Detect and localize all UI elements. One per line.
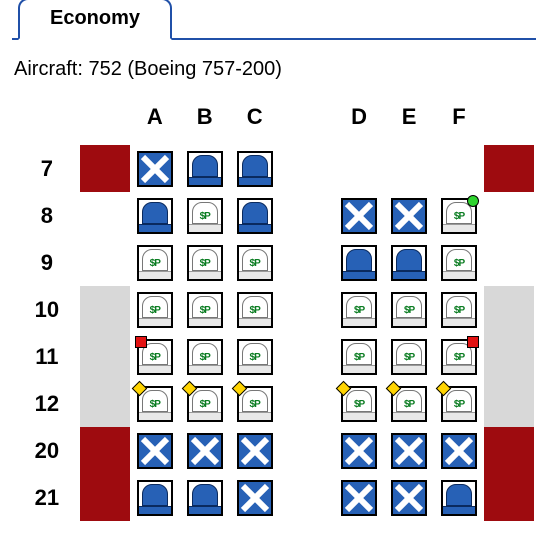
marker-green-icon bbox=[467, 195, 479, 207]
column-header: F bbox=[434, 89, 484, 145]
marker-red-icon bbox=[467, 336, 479, 348]
seat-paid[interactable]: $P bbox=[341, 386, 377, 422]
seat-paid[interactable]: $P bbox=[441, 386, 477, 422]
seat-paid[interactable]: $P bbox=[187, 198, 223, 234]
fuselage-wall bbox=[80, 192, 130, 239]
fuselage-wall bbox=[80, 474, 130, 521]
seat-available[interactable] bbox=[187, 151, 223, 187]
seat-paid[interactable]: $P bbox=[187, 245, 223, 281]
fuselage-wall bbox=[484, 474, 534, 521]
fuselage-wall bbox=[484, 145, 534, 192]
seat-occupied bbox=[341, 480, 377, 516]
row-header: 12 bbox=[14, 380, 80, 427]
aisle bbox=[280, 239, 334, 286]
seat-available[interactable] bbox=[237, 198, 273, 234]
fuselage-wall bbox=[484, 427, 534, 474]
fuselage-wall bbox=[80, 427, 130, 474]
seat-paid[interactable]: $P bbox=[441, 245, 477, 281]
seat-available[interactable] bbox=[391, 245, 427, 281]
seat-occupied bbox=[341, 433, 377, 469]
column-header: B bbox=[180, 89, 230, 145]
tab-bar: Economy bbox=[12, 0, 536, 40]
fuselage-wall bbox=[80, 380, 130, 427]
fuselage-wall bbox=[484, 333, 534, 380]
seat-paid[interactable]: $P bbox=[341, 339, 377, 375]
fuselage-wall bbox=[484, 239, 534, 286]
seat-paid[interactable]: $P bbox=[341, 292, 377, 328]
seat-occupied bbox=[137, 433, 173, 469]
seat-paid[interactable]: $P bbox=[391, 339, 427, 375]
seat-available[interactable] bbox=[441, 480, 477, 516]
seat-paid[interactable]: $P bbox=[391, 292, 427, 328]
aisle bbox=[280, 427, 334, 474]
seat-available[interactable] bbox=[341, 245, 377, 281]
fuselage-wall bbox=[484, 380, 534, 427]
seat-paid[interactable]: $P bbox=[137, 245, 173, 281]
fuselage-wall bbox=[80, 145, 130, 192]
column-header: E bbox=[384, 89, 434, 145]
seat-occupied bbox=[441, 433, 477, 469]
seat-occupied bbox=[137, 151, 173, 187]
row-header: 11 bbox=[14, 333, 80, 380]
row-header: 10 bbox=[14, 286, 80, 333]
fuselage-wall bbox=[484, 286, 534, 333]
seat-paid[interactable]: $P bbox=[441, 292, 477, 328]
seat-paid[interactable]: $P bbox=[237, 292, 273, 328]
seat-paid[interactable]: $P bbox=[137, 386, 173, 422]
seat-occupied bbox=[391, 480, 427, 516]
column-header: D bbox=[334, 89, 384, 145]
aisle bbox=[280, 380, 334, 427]
aisle bbox=[280, 192, 334, 239]
tab-economy[interactable]: Economy bbox=[18, 0, 172, 40]
seat-occupied bbox=[391, 433, 427, 469]
marker-red-icon bbox=[135, 336, 147, 348]
column-header: A bbox=[130, 89, 180, 145]
fuselage-wall bbox=[80, 333, 130, 380]
seat-paid[interactable]: $P bbox=[137, 339, 173, 375]
seat-available[interactable] bbox=[237, 151, 273, 187]
seat-available[interactable] bbox=[137, 480, 173, 516]
fuselage-wall bbox=[80, 286, 130, 333]
column-header: C bbox=[230, 89, 280, 145]
seat-paid[interactable]: $P bbox=[187, 386, 223, 422]
seat-paid[interactable]: $P bbox=[391, 386, 427, 422]
row-header: 7 bbox=[14, 145, 80, 192]
seat-paid[interactable]: $P bbox=[441, 339, 477, 375]
aisle bbox=[280, 145, 334, 192]
seat-paid[interactable]: $P bbox=[137, 292, 173, 328]
fuselage-wall bbox=[484, 192, 534, 239]
seat-occupied bbox=[187, 433, 223, 469]
seat-paid[interactable]: $P bbox=[187, 339, 223, 375]
row-header: 21 bbox=[14, 474, 80, 521]
seatmap: ABCDEF 78 $P $P 9 $P $P $P $P 10 $P $P $P $P $P $P 11 $P $… bbox=[0, 89, 548, 521]
seat-paid[interactable]: $P bbox=[441, 198, 477, 234]
fuselage-wall bbox=[80, 239, 130, 286]
seat-paid[interactable]: $P bbox=[237, 245, 273, 281]
seat-paid[interactable]: $P bbox=[237, 339, 273, 375]
seat-available[interactable] bbox=[137, 198, 173, 234]
seat-paid[interactable]: $P bbox=[237, 386, 273, 422]
aisle bbox=[280, 474, 334, 521]
row-header: 9 bbox=[14, 239, 80, 286]
aisle bbox=[280, 333, 334, 380]
row-header: 20 bbox=[14, 427, 80, 474]
seat-occupied bbox=[237, 433, 273, 469]
row-header: 8 bbox=[14, 192, 80, 239]
seat-occupied bbox=[391, 198, 427, 234]
aircraft-info: Aircraft: 752 (Boeing 757-200) bbox=[0, 40, 548, 89]
aisle bbox=[280, 286, 334, 333]
seat-occupied bbox=[341, 198, 377, 234]
seat-available[interactable] bbox=[187, 480, 223, 516]
seat-paid[interactable]: $P bbox=[187, 292, 223, 328]
seat-occupied bbox=[237, 480, 273, 516]
